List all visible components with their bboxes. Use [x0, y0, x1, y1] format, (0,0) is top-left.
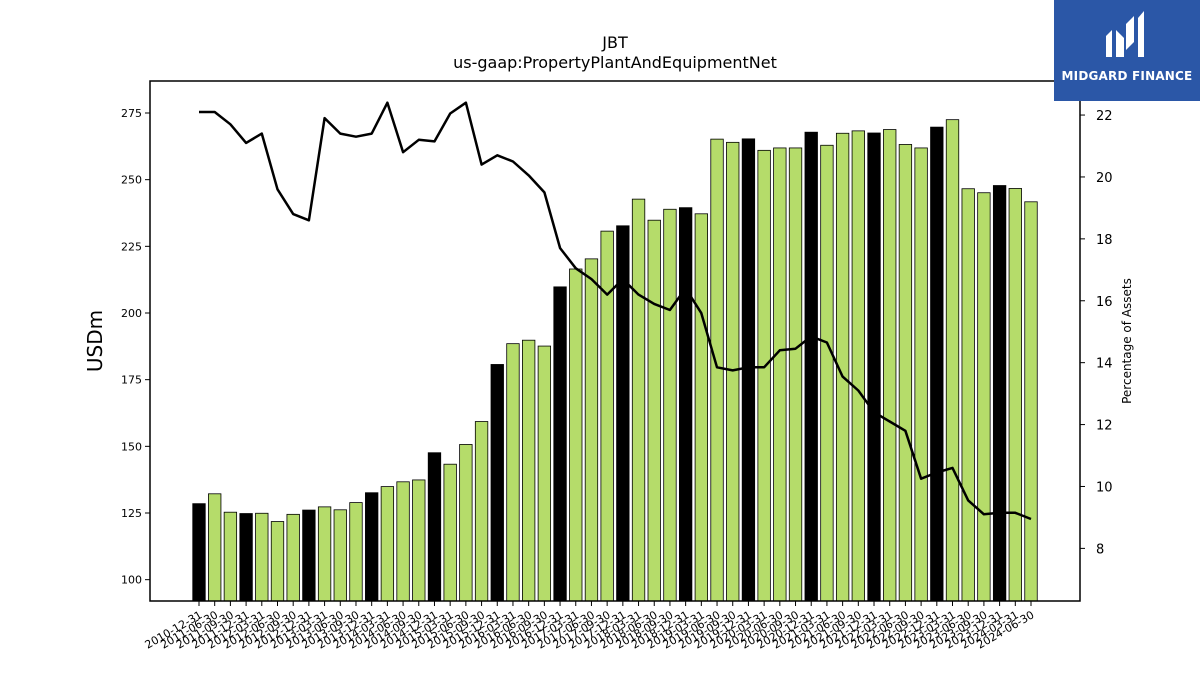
bar-2017-06-30: [584, 258, 599, 602]
bar-2015-03-31: [443, 463, 457, 602]
bar-2018-03-31: [631, 198, 646, 602]
bar-2022-06-30: [898, 144, 913, 602]
y2-tick-label: 22: [1096, 109, 1113, 124]
bar-2020-06-30: [773, 147, 787, 602]
bar-2024-03-31: [1008, 188, 1022, 602]
bar-2023-03-31: [945, 119, 960, 602]
bar-2020-03-31: [757, 149, 771, 602]
bar-2011-09-30: [223, 511, 238, 602]
bar-2012-12-31: [302, 509, 316, 602]
bar-2015-06-30: [459, 444, 473, 602]
midgard-logo-icon: [1106, 11, 1144, 57]
y-tick-label: 100: [121, 574, 142, 587]
y2-tick-label: 20: [1096, 171, 1113, 186]
y2-tick-label: 16: [1096, 295, 1113, 310]
bar-2016-12-31: [553, 286, 567, 602]
line-series: [198, 101, 1032, 521]
y2-tick-label: 12: [1096, 419, 1113, 434]
x-axis: 2010-12-312011-06-302011-09-302011-12-31…: [143, 601, 1037, 652]
y-axis-right: 8 10 12 14 16 18 20 22: [1080, 109, 1113, 557]
bar-2018-09-30: [663, 208, 677, 602]
bar-2023-06-30: [961, 188, 975, 602]
bar-2019-09-30: [726, 141, 740, 602]
y2-tick-label: 8: [1096, 542, 1104, 557]
bar-2012-03-31: [255, 512, 269, 602]
y-tick-label: 275: [121, 107, 142, 120]
plot-frame: [149, 80, 1081, 602]
bar-2022-12-31: [930, 126, 944, 602]
bar-2018-06-30: [647, 219, 661, 602]
bar-2017-03-31: [569, 268, 583, 602]
y-axis-label: USDm: [83, 310, 107, 372]
chart-title: JBT: [601, 33, 628, 52]
bar-2015-12-31: [490, 364, 504, 602]
bar-2014-12-31: [427, 452, 442, 602]
bar-2023-09-30: [977, 192, 991, 602]
bar-2018-12-31: [678, 207, 693, 602]
bar-series: [192, 119, 1038, 602]
bar-2020-12-31: [804, 131, 818, 602]
y-tick-label: 200: [121, 307, 142, 320]
brand-name: MIDGARD FINANCE: [1061, 69, 1193, 83]
bar-2013-06-30: [333, 509, 347, 602]
bar-2021-03-31: [820, 144, 834, 602]
bar-2023-12-31: [992, 185, 1007, 602]
y2-tick-label: 18: [1096, 233, 1113, 248]
bar-2016-06-30: [522, 339, 536, 602]
bar-2019-06-30: [710, 138, 724, 602]
bar-2016-03-31: [506, 343, 520, 602]
bar-2022-03-31: [883, 129, 897, 602]
bar-2014-03-31: [380, 486, 395, 602]
bar-2013-09-30: [349, 502, 363, 602]
bar-2011-12-31: [239, 513, 253, 602]
y-tick-label: 175: [121, 374, 142, 387]
bar-2015-09-30: [474, 421, 489, 602]
bar-2021-09-30: [851, 130, 865, 602]
brand-logo: MIDGARD FINANCE: [1054, 0, 1200, 101]
bar-2019-12-31: [741, 138, 756, 602]
bar-2016-09-30: [537, 345, 552, 602]
y2-tick-label: 14: [1096, 357, 1113, 372]
bar-2020-09-30: [788, 147, 803, 602]
y-tick-label: 150: [121, 440, 142, 453]
bar-2010-12-31: [192, 503, 206, 602]
y2-tick-label: 10: [1096, 480, 1113, 495]
y-tick-label: 125: [121, 507, 142, 520]
bar-2013-03-31: [317, 506, 332, 602]
y-tick-label: 250: [121, 174, 142, 187]
bar-2011-06-30: [208, 493, 222, 602]
bar-2017-09-30: [600, 230, 614, 602]
bar-2019-03-31: [694, 213, 708, 602]
y2-axis-label: Percentage of Assets: [1120, 278, 1134, 404]
bar-2012-06-30: [270, 521, 285, 602]
bar-2021-12-31: [867, 132, 881, 602]
percentage-line: [199, 101, 1032, 521]
bar-2013-12-31: [365, 492, 379, 602]
bar-2014-09-30: [412, 479, 426, 602]
chart-subtitle: us-gaap:PropertyPlantAndEquipmentNet: [453, 53, 777, 72]
bar-2024-06-30: [1024, 201, 1038, 602]
y-axis-left: 100 125 150 175 200 225 250 275: [121, 107, 150, 587]
y-tick-label: 225: [121, 240, 142, 253]
bar-2014-06-30: [396, 481, 410, 602]
bar-2012-09-30: [286, 513, 300, 602]
bar-2022-09-30: [914, 147, 928, 602]
